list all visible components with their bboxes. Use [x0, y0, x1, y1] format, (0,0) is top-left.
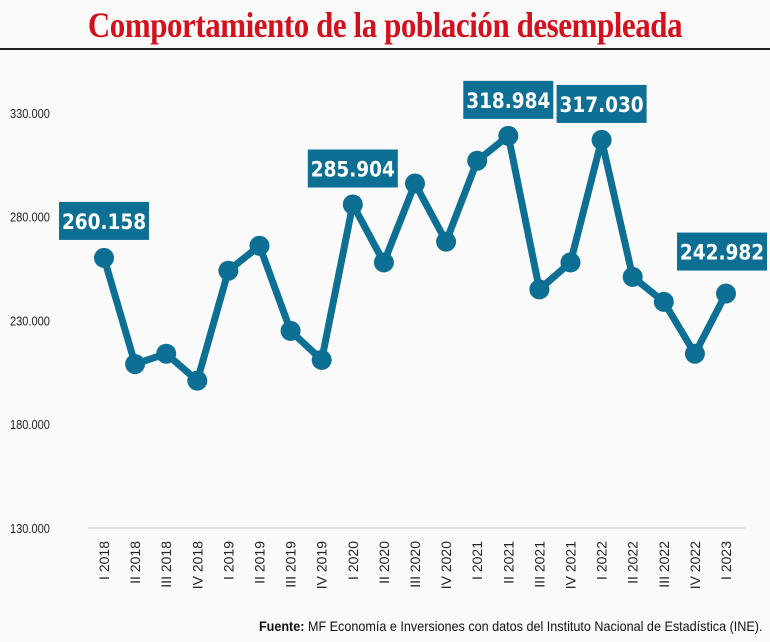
- y-tick-label: 130.000: [10, 521, 50, 536]
- x-tick-label: II 2020: [376, 541, 392, 584]
- y-tick-label: 330.000: [10, 106, 50, 121]
- y-tick-label: 280.000: [10, 210, 50, 225]
- series-line: [100, 129, 730, 387]
- data-point: [436, 231, 457, 252]
- data-label: 242.982: [680, 240, 764, 264]
- data-label: 260.158: [62, 210, 146, 234]
- x-tick-label: I 2021: [469, 541, 485, 580]
- data-label-box: [307, 149, 398, 188]
- x-tick-label: III 2020: [407, 541, 423, 588]
- x-tick-label: III 2021: [531, 541, 547, 588]
- source-text: MF Economía e Inversiones con datos del …: [307, 618, 762, 634]
- data-point: [94, 247, 114, 268]
- data-point: [560, 252, 581, 273]
- data-point: [591, 129, 612, 150]
- data-point: [311, 349, 332, 370]
- data-point: [467, 150, 488, 171]
- x-tick-label: IV 2021: [563, 541, 579, 589]
- data-point: [405, 173, 425, 194]
- x-tick-label: I 2023: [718, 541, 734, 580]
- data-label-box: [59, 201, 149, 240]
- x-tick-label: II 2021: [500, 541, 516, 584]
- x-tick-label: III 2018: [158, 541, 174, 588]
- data-point: [684, 343, 705, 364]
- data-point: [716, 283, 736, 304]
- data-point: [249, 235, 270, 256]
- x-tick-label: II 2019: [252, 541, 268, 584]
- y-tick-label: 180.000: [10, 417, 50, 432]
- data-label-box: [677, 232, 767, 271]
- y-tick-label: 230.000: [10, 314, 50, 329]
- data-label-box: [463, 80, 554, 119]
- x-tick-label: I 2018: [96, 541, 112, 580]
- x-tick-label: IV 2020: [438, 541, 454, 589]
- data-point: [622, 266, 643, 287]
- x-tick-label: III 2022: [656, 541, 672, 588]
- data-point: [218, 260, 239, 281]
- data-point: [280, 320, 301, 341]
- title-divider: [0, 48, 770, 50]
- data-label: 317.030: [560, 93, 644, 117]
- chart-title: Comportamiento de la población desemplea…: [87, 5, 683, 45]
- x-tick-label: I 2022: [594, 541, 610, 580]
- data-point: [373, 252, 394, 273]
- x-tick-label: I 2020: [345, 541, 361, 580]
- data-point: [187, 370, 208, 391]
- x-tick-label: I 2019: [220, 541, 236, 580]
- x-tick-label: IV 2019: [314, 541, 330, 589]
- data-label: 285.904: [311, 157, 395, 181]
- data-point: [529, 279, 550, 300]
- data-point: [156, 343, 177, 364]
- x-tick-label: IV 2018: [189, 541, 205, 589]
- source-note: Fuente: MF Economía e Inversiones con da…: [258, 618, 762, 634]
- data-point: [653, 291, 674, 312]
- x-tick-label: III 2019: [283, 541, 299, 588]
- data-point: [342, 194, 363, 215]
- x-tick-label: II 2022: [625, 541, 641, 584]
- data-point: [498, 125, 519, 146]
- data-label: 318.984: [466, 89, 550, 113]
- data-point: [125, 354, 146, 375]
- source-label: Fuente:: [258, 618, 304, 634]
- data-label-box: [556, 84, 647, 123]
- x-tick-label: II 2018: [127, 541, 143, 584]
- x-tick-label: IV 2022: [687, 541, 703, 589]
